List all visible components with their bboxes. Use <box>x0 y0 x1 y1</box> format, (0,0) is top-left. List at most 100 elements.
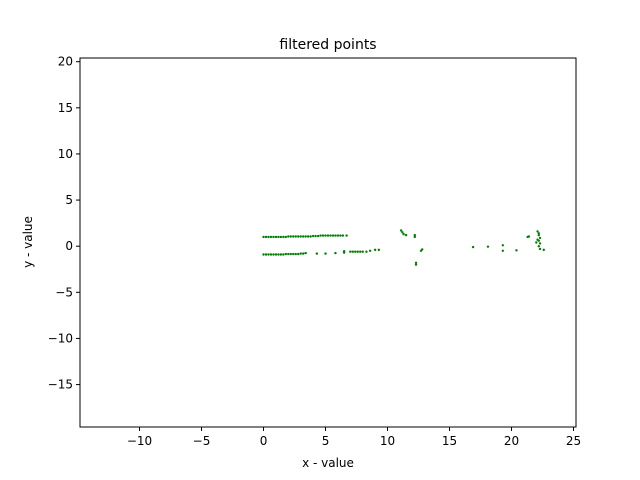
data-point <box>299 252 302 255</box>
data-point <box>351 250 354 253</box>
data-point <box>334 251 337 255</box>
data-point <box>538 236 542 240</box>
data-point <box>267 235 270 239</box>
data-point <box>274 253 278 256</box>
data-point <box>304 235 307 238</box>
y-tick-label: −10 <box>48 331 73 345</box>
data-point <box>404 233 408 237</box>
data-point <box>279 235 283 239</box>
data-point <box>368 249 372 252</box>
data-point <box>334 234 337 237</box>
data-point <box>269 253 273 256</box>
data-point <box>284 252 288 256</box>
data-point <box>361 250 364 253</box>
y-tick-label: 0 <box>65 239 73 253</box>
data-point <box>329 234 332 237</box>
x-tick-label: 10 <box>380 434 395 448</box>
data-point <box>294 252 297 256</box>
data-point <box>342 250 346 253</box>
data-point <box>282 253 285 256</box>
data-point <box>421 248 424 251</box>
data-point <box>535 241 538 244</box>
data-point <box>542 248 545 252</box>
data-point <box>471 245 475 249</box>
data-point <box>373 248 377 252</box>
data-point <box>292 235 295 238</box>
data-point <box>365 250 368 253</box>
x-axis-label: x - value <box>302 456 354 470</box>
data-point <box>339 234 342 237</box>
data-point <box>413 235 416 239</box>
data-point <box>401 231 404 234</box>
data-point <box>262 235 265 239</box>
data-point <box>537 232 540 235</box>
data-point <box>279 253 283 256</box>
data-point <box>287 235 290 238</box>
data-point <box>292 252 295 256</box>
data-point <box>537 244 540 248</box>
data-point <box>264 235 268 239</box>
data-point <box>297 235 300 238</box>
data-point <box>341 234 345 237</box>
data-point <box>336 234 340 237</box>
data-point <box>274 235 278 239</box>
data-point <box>262 253 265 256</box>
x-tick-label: 0 <box>260 434 268 448</box>
x-axis: −10 −5 0 5 10 15 20 25 <box>127 427 581 448</box>
data-point <box>311 234 315 238</box>
data-point <box>277 253 280 256</box>
data-point <box>272 253 275 256</box>
data-point <box>289 235 292 238</box>
data-point <box>527 235 531 238</box>
data-point <box>267 253 270 256</box>
data-point <box>287 252 290 256</box>
data-point <box>345 234 348 237</box>
data-point <box>297 252 300 256</box>
data-point <box>537 233 540 237</box>
data-point <box>289 252 292 256</box>
data-point <box>536 238 539 241</box>
data-point <box>277 235 280 239</box>
x-tick-label: 5 <box>322 434 330 448</box>
data-point <box>319 234 322 237</box>
data-point <box>309 235 312 238</box>
x-tick-label: 25 <box>566 434 581 448</box>
y-tick-label: −5 <box>55 285 73 299</box>
data-point <box>294 235 297 238</box>
data-point <box>282 235 285 239</box>
points-layer <box>262 229 545 266</box>
data-point <box>264 253 268 256</box>
data-point <box>316 234 320 238</box>
data-point <box>399 229 403 232</box>
x-tick-label: 15 <box>442 434 457 448</box>
data-point <box>299 235 302 238</box>
y-tick-label: 15 <box>58 101 73 115</box>
chart-title: filtered points <box>279 37 376 53</box>
data-point <box>331 234 335 237</box>
data-point <box>359 250 362 253</box>
plot-frame <box>79 57 577 428</box>
y-tick-label: 20 <box>58 55 73 69</box>
data-point <box>356 250 359 253</box>
y-tick-label: −15 <box>48 378 73 392</box>
data-point <box>272 235 275 239</box>
x-tick-label: 20 <box>504 434 519 448</box>
data-point <box>326 234 330 237</box>
data-point <box>349 250 352 253</box>
data-point <box>501 249 505 252</box>
data-point <box>269 235 273 239</box>
y-tick-label: 10 <box>58 147 73 161</box>
data-point <box>486 245 490 248</box>
data-point <box>302 252 305 255</box>
data-point <box>538 242 542 245</box>
y-axis-label: y - value <box>21 216 35 268</box>
x-tick-label: −5 <box>193 434 211 448</box>
data-point <box>377 248 381 252</box>
data-point <box>302 235 305 238</box>
data-point <box>314 234 317 238</box>
data-point <box>315 252 319 255</box>
data-point <box>284 235 288 239</box>
y-axis: −15 −10 −5 0 5 10 15 20 <box>48 55 80 392</box>
data-point <box>501 244 505 247</box>
